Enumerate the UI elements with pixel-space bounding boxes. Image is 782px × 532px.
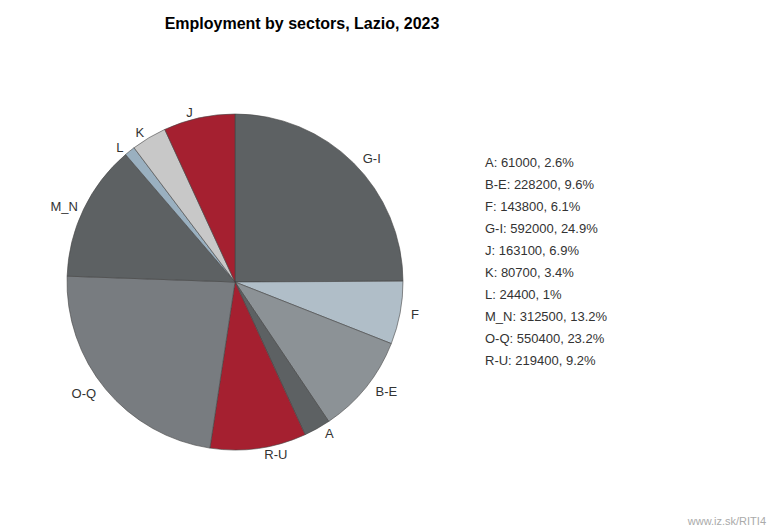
svg-text:A: 61000, 2.6%: A: 61000, 2.6% — [485, 155, 574, 170]
svg-text:G-I: 592000, 24.9%: G-I: 592000, 24.9% — [485, 221, 598, 236]
svg-text:R-U: R-U — [264, 447, 287, 462]
svg-text:www.iz.sk/RITI4: www.iz.sk/RITI4 — [687, 515, 766, 527]
svg-text:L: L — [116, 140, 123, 155]
svg-text:J: 163100, 6.9%: J: 163100, 6.9% — [485, 243, 579, 258]
svg-text:B-E: 228200, 9.6%: B-E: 228200, 9.6% — [485, 177, 595, 192]
svg-text:M_N: 312500, 13.2%: M_N: 312500, 13.2% — [485, 309, 608, 324]
svg-text:M_N: M_N — [50, 199, 77, 214]
svg-text:G-I: G-I — [363, 151, 381, 166]
svg-text:O-Q: 550400, 23.2%: O-Q: 550400, 23.2% — [485, 331, 605, 346]
svg-text:F: 143800, 6.1%: F: 143800, 6.1% — [485, 199, 581, 214]
svg-text:J: J — [186, 105, 193, 120]
svg-text:A: A — [325, 426, 334, 441]
svg-text:B-E: B-E — [376, 384, 398, 399]
svg-text:Employment by sectors, Lazio,: Employment by sectors, Lazio, 2023 — [165, 15, 440, 32]
svg-text:R-U: 219400, 9.2%: R-U: 219400, 9.2% — [485, 353, 596, 368]
svg-text:L: 24400, 1%: L: 24400, 1% — [485, 287, 562, 302]
svg-text:K: K — [135, 125, 144, 140]
svg-text:K: 80700, 3.4%: K: 80700, 3.4% — [485, 265, 574, 280]
svg-text:O-Q: O-Q — [72, 386, 97, 401]
svg-text:F: F — [411, 307, 419, 322]
